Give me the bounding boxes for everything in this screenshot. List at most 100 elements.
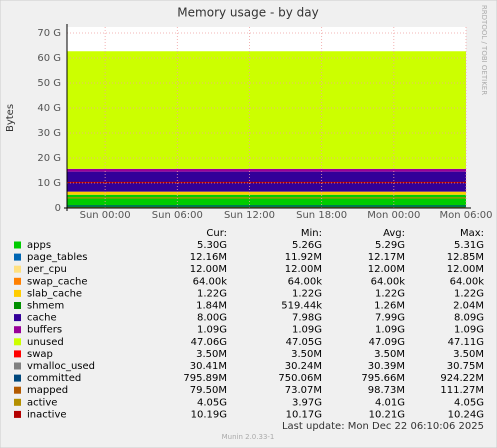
legend-value: 1.22G [375, 288, 405, 299]
column-header: Cur: [206, 228, 227, 239]
legend-value: 12.85M [447, 252, 484, 263]
legend-value: 10.17G [286, 409, 322, 420]
legend-value: 5.26G [292, 240, 322, 251]
y-axis-label: Bytes [5, 104, 16, 132]
y-tick-label: 20 G [37, 153, 61, 164]
legend-value: 5.31G [454, 240, 484, 251]
legend-value: 73.07M [285, 385, 322, 396]
legend-swatch [14, 253, 21, 261]
column-header: Max: [460, 228, 484, 239]
legend-value: 1.09G [292, 325, 322, 336]
legend-value: 64.00k [371, 276, 406, 287]
legend-value: 47.06G [191, 337, 227, 348]
legend-label: unused [27, 337, 64, 348]
x-tick-label: Sun 12:00 [224, 210, 275, 221]
legend-label: mapped [27, 385, 68, 396]
legend-value: 1.09G [454, 325, 484, 336]
legend-swatch [14, 398, 21, 406]
legend-value: 4.05G [197, 397, 227, 408]
legend-value: 5.29G [375, 240, 405, 251]
legend-value: 8.00G [197, 313, 227, 324]
legend-value: 30.24M [285, 361, 322, 372]
legend-value: 12.00M [285, 264, 322, 275]
legend-value: 79.50M [190, 385, 227, 396]
legend-value: 30.39M [368, 361, 405, 372]
y-tick-label: 50 G [37, 78, 61, 89]
legend-value: 8.09G [454, 313, 484, 324]
legend-swatch [14, 326, 21, 334]
x-tick-label: Sun 18:00 [296, 210, 347, 221]
column-header: Avg: [383, 228, 405, 239]
legend-swatch [14, 302, 21, 309]
version: Munin 2.0.33-1 [222, 433, 275, 441]
legend-value: 750.06M [278, 373, 322, 384]
legend-label: apps [27, 240, 51, 251]
area [67, 171, 466, 192]
legend-label: committed [27, 373, 81, 384]
legend-value: 30.75M [447, 361, 484, 372]
area [67, 191, 466, 195]
legend-label: swap_cache [27, 276, 87, 287]
legend-label: per_cpu [27, 264, 67, 275]
legend-value: 795.89M [183, 373, 227, 384]
last-update: Last update: Mon Dec 22 06:10:06 2025 [282, 421, 484, 432]
legend-value: 64.00k [288, 276, 323, 287]
x-tick-label: Sun 00:00 [80, 210, 131, 221]
legend-value: 1.84M [196, 301, 227, 312]
legend-swatch [14, 374, 21, 382]
legend-label: vmalloc_used [27, 361, 95, 372]
legend-value: 1.22G [292, 288, 322, 299]
legend-value: 47.11G [448, 337, 484, 348]
legend-label: swap [27, 349, 53, 360]
y-tick-label: 30 G [37, 128, 61, 139]
x-tick-label: Mon 00:00 [367, 210, 420, 221]
y-tick-label: 70 G [37, 28, 61, 39]
legend-value: 10.24G [448, 409, 484, 420]
legend-value: 111.27M [440, 385, 484, 396]
legend-value: 3.97G [292, 397, 322, 408]
legend-label: slab_cache [27, 288, 82, 299]
legend-swatch [14, 314, 21, 322]
legend-value: 12.17M [368, 252, 405, 263]
legend-value: 2.04M [453, 301, 484, 312]
legend-value: 12.00M [368, 264, 405, 275]
legend-label: inactive [27, 409, 67, 420]
legend-value: 1.09G [375, 325, 405, 336]
legend-swatch [14, 386, 21, 394]
legend-swatch [14, 265, 21, 273]
y-tick-label: 10 G [37, 178, 61, 189]
legend-value: 64.00k [193, 276, 228, 287]
area [67, 168, 466, 172]
legend-value: 795.66M [361, 373, 405, 384]
legend-swatch [14, 338, 21, 346]
legend-value: 1.26M [374, 301, 405, 312]
legend-value: 12.16M [190, 252, 227, 263]
legend-value: 47.09G [369, 337, 405, 348]
legend-swatch [14, 277, 21, 285]
legend-value: 3.50M [374, 349, 405, 360]
legend-value: 10.21G [369, 409, 405, 420]
legend-value: 1.22G [454, 288, 484, 299]
legend-value: 7.98G [292, 313, 322, 324]
x-tick-label: Sun 06:00 [152, 210, 203, 221]
y-tick-label: 60 G [37, 53, 61, 64]
legend-value: 1.09G [197, 325, 227, 336]
legend-label: active [27, 397, 57, 408]
side-text: RRDTOOL / TOBI OETIKER [480, 5, 488, 95]
legend-swatch [14, 350, 21, 358]
legend-value: 11.92M [285, 252, 322, 263]
legend-value: 3.50M [453, 349, 484, 360]
legend-value: 924.22M [440, 373, 484, 384]
legend-value: 30.41M [190, 361, 227, 372]
legend-label: cache [27, 313, 57, 324]
area [67, 51, 466, 169]
legend-value: 64.00k [450, 276, 485, 287]
legend-swatch [14, 241, 21, 249]
legend-swatch [14, 410, 21, 418]
legend-label: shmem [27, 301, 64, 312]
legend-value: 5.30G [197, 240, 227, 251]
column-header: Min: [301, 228, 322, 239]
legend-label: buffers [27, 325, 62, 336]
x-tick-label: Mon 06:00 [439, 210, 492, 221]
